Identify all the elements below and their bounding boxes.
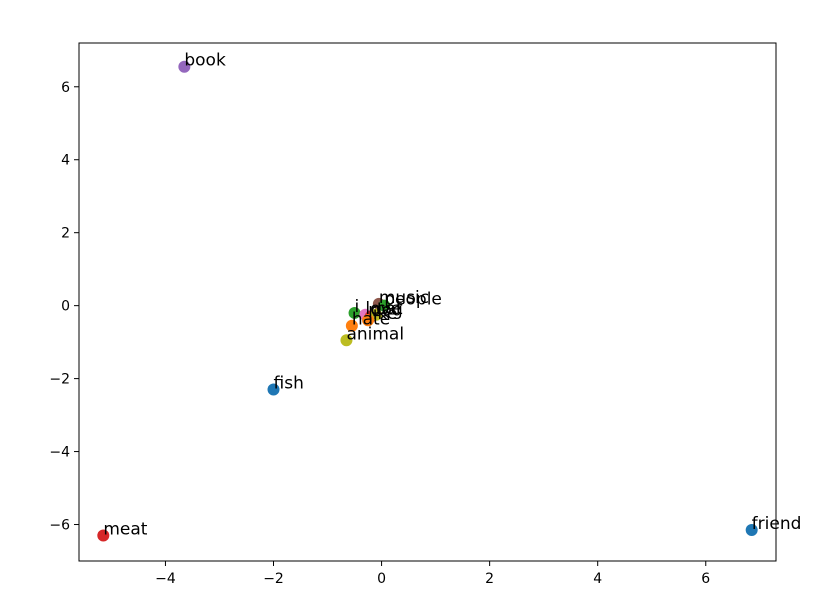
y-tick-label: −2 [49,372,70,388]
plot-frame [78,42,777,562]
data-points [97,60,758,542]
axis-ticks: −4 −2 0 2 4 6 −6 −4 −2 0 2 4 6 [49,80,710,587]
y-tick-label: 6 [61,80,70,96]
point-label-meat: meat [103,519,147,539]
data-point-friend [745,523,758,536]
y-tick-label: −6 [49,518,70,534]
data-point-i [348,306,361,319]
data-point-like [362,314,375,327]
point-label-fish: fish [274,374,304,394]
x-tick-label: 4 [593,571,602,587]
x-tick-label: −4 [155,571,176,587]
point-label-animal: animal [346,324,404,344]
y-tick-label: −4 [49,445,70,461]
data-point-meat [97,529,110,542]
x-tick-label: 6 [701,571,710,587]
data-point-book [178,60,191,73]
y-tick-label: 4 [61,153,70,169]
y-tick-label: 0 [61,299,70,315]
y-tick-label: 2 [61,226,70,242]
data-point-people [378,299,391,312]
point-label-love: love [365,299,401,319]
point-label-people: people [384,290,442,310]
x-tick-label: −2 [263,571,284,587]
point-label-book: book [184,51,226,71]
point-label-music: music [379,288,429,308]
x-tick-label: 0 [377,571,386,587]
point-label-friend: friend [752,514,802,534]
point-label-hate: hate [352,310,390,330]
data-point-hate [345,319,358,332]
data-point-fish [267,383,280,396]
point-label-i: i [355,297,360,317]
point-label-cat: cat [376,299,403,319]
data-point-animal [340,334,353,347]
x-tick-label: 2 [485,571,494,587]
point-label-dog: dog [371,301,403,321]
point-label-like: like [368,304,397,324]
